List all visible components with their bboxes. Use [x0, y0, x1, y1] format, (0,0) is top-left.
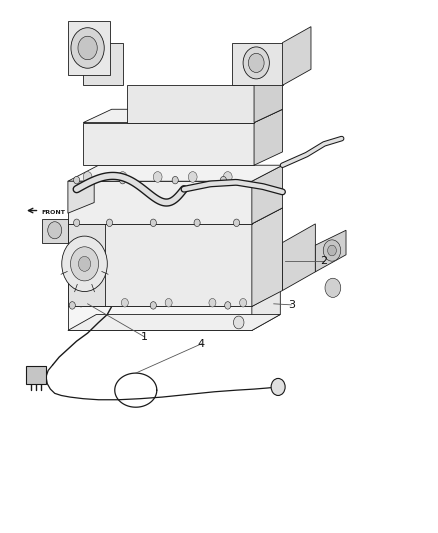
Circle shape: [118, 172, 127, 182]
Polygon shape: [254, 72, 283, 123]
Circle shape: [188, 172, 197, 182]
Circle shape: [120, 176, 126, 184]
Circle shape: [165, 298, 172, 307]
Circle shape: [240, 298, 247, 307]
Text: 4: 4: [198, 339, 205, 349]
Circle shape: [220, 176, 226, 184]
Polygon shape: [68, 21, 110, 75]
Circle shape: [194, 219, 200, 227]
Polygon shape: [283, 27, 311, 85]
Polygon shape: [252, 208, 283, 306]
Polygon shape: [68, 181, 94, 213]
Circle shape: [150, 302, 156, 309]
Circle shape: [323, 240, 341, 261]
Circle shape: [172, 176, 178, 184]
Circle shape: [78, 256, 91, 271]
Circle shape: [78, 36, 97, 60]
Polygon shape: [68, 208, 283, 224]
Polygon shape: [26, 366, 46, 384]
Polygon shape: [68, 224, 105, 306]
Circle shape: [48, 222, 62, 239]
Circle shape: [106, 219, 113, 227]
Circle shape: [121, 298, 128, 307]
Polygon shape: [68, 181, 252, 224]
Polygon shape: [315, 230, 346, 272]
Circle shape: [78, 298, 85, 307]
Polygon shape: [42, 219, 68, 243]
Polygon shape: [283, 224, 315, 290]
Polygon shape: [83, 109, 283, 123]
Circle shape: [223, 172, 232, 182]
Circle shape: [233, 316, 244, 329]
Circle shape: [153, 172, 162, 182]
Circle shape: [248, 53, 264, 72]
Polygon shape: [68, 314, 280, 330]
Circle shape: [225, 302, 231, 309]
Polygon shape: [127, 85, 254, 123]
Circle shape: [74, 176, 80, 184]
Polygon shape: [252, 290, 280, 330]
Circle shape: [243, 47, 269, 79]
Polygon shape: [252, 165, 283, 224]
Polygon shape: [68, 224, 252, 306]
Circle shape: [83, 172, 92, 182]
Polygon shape: [68, 306, 252, 330]
Polygon shape: [83, 43, 123, 85]
Polygon shape: [232, 43, 283, 85]
Text: 3: 3: [288, 300, 295, 310]
Circle shape: [328, 245, 336, 256]
Circle shape: [271, 378, 285, 395]
Circle shape: [62, 236, 107, 292]
Circle shape: [233, 219, 240, 227]
Circle shape: [71, 247, 99, 281]
Circle shape: [74, 219, 80, 227]
Text: FRONT: FRONT: [42, 209, 66, 215]
Polygon shape: [254, 109, 283, 165]
Circle shape: [69, 302, 75, 309]
Polygon shape: [68, 165, 283, 181]
Circle shape: [150, 219, 156, 227]
Text: 1: 1: [141, 332, 148, 342]
Circle shape: [71, 28, 104, 68]
Circle shape: [209, 298, 216, 307]
Text: 2: 2: [321, 256, 328, 266]
Polygon shape: [83, 123, 254, 165]
Circle shape: [325, 278, 341, 297]
